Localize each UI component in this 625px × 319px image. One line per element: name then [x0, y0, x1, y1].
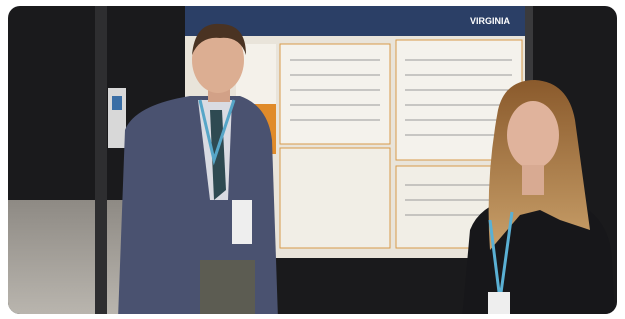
page: VIRGINIA	[0, 0, 625, 319]
pole	[95, 6, 107, 314]
photo: VIRGINIA	[0, 0, 625, 319]
scene: VIRGINIA	[8, 6, 617, 319]
poster-logo: VIRGINIA	[470, 16, 511, 26]
sign-detail	[112, 96, 122, 110]
poster-panel	[280, 148, 390, 248]
poster-panel	[280, 44, 390, 144]
